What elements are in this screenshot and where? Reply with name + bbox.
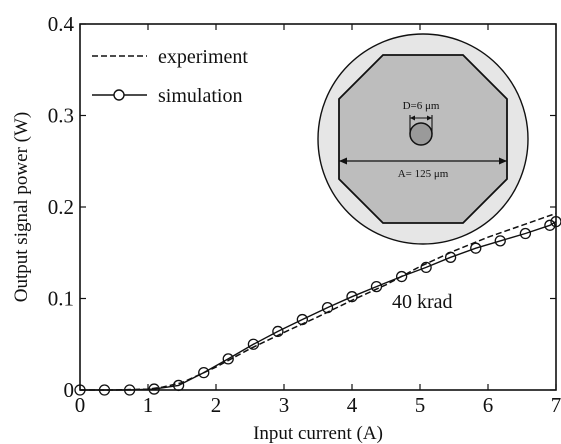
inset-d-arrow-right (427, 115, 432, 121)
simulation-point (321, 301, 334, 314)
inset-a-arrow-right (499, 157, 507, 165)
x-tick-label: 3 (279, 393, 290, 417)
simulation-point (123, 384, 136, 396)
series-simulation-markers (74, 215, 561, 396)
simulation-point (395, 270, 408, 283)
x-tick-label: 5 (415, 393, 426, 417)
legend-simulation-label: simulation (158, 85, 242, 107)
simulation-point (198, 366, 210, 379)
x-tick-label: 0 (75, 393, 86, 417)
axis-ticks: 0 1 2 3 4 5 6 7 0 0.1 0.2 0.3 0.4 (48, 12, 561, 417)
simulation-point (519, 227, 532, 240)
y-tick-label: 0 (64, 378, 75, 402)
simulation-point (494, 235, 506, 247)
series-experiment-line (80, 212, 557, 391)
inset-core (409, 122, 433, 146)
x-tick-label: 2 (211, 393, 222, 417)
legend-experiment-label: experiment (158, 46, 248, 68)
inset-fiber-diagram: D=6 μm A= 125 μm (317, 33, 529, 245)
simulation-point (272, 325, 284, 338)
simulation-point (550, 215, 561, 228)
legend-simulation-marker (113, 89, 125, 101)
inset-a-arrow-left (339, 157, 347, 165)
simulation-point (247, 338, 260, 350)
simulation-point (470, 242, 482, 254)
x-tick-label: 7 (551, 393, 561, 417)
x-tick-label: 1 (143, 393, 154, 417)
x-axis-title: Input current (A) (253, 423, 383, 444)
x-tick-label: 4 (347, 393, 358, 417)
simulation-point (444, 251, 457, 263)
inset-d-arrow-left (410, 115, 415, 121)
simulation-point (98, 384, 111, 396)
simulation-point (346, 291, 358, 303)
simulation-point (222, 353, 234, 365)
legend: experiment simulation (92, 46, 248, 107)
simulation-point (544, 219, 556, 231)
simulation-point (370, 280, 383, 293)
inset-d-label: D=6 μm (403, 100, 440, 112)
inset-a-label: A= 125 μm (398, 168, 449, 180)
y-tick-label: 0.2 (48, 195, 74, 219)
series-simulation-line (80, 221, 557, 391)
x-tick-label: 6 (483, 393, 494, 417)
simulation-point (74, 384, 86, 396)
y-tick-label: 0.1 (48, 287, 74, 311)
simulation-point (172, 379, 185, 392)
simulation-point (148, 383, 160, 395)
y-axis-title: Output signal power (W) (11, 112, 32, 302)
annotation-dose: 40 krad (392, 291, 453, 313)
simulation-point (296, 313, 309, 326)
y-tick-label: 0.3 (48, 104, 74, 128)
simulation-point (420, 261, 432, 274)
y-tick-label: 0.4 (48, 12, 75, 36)
